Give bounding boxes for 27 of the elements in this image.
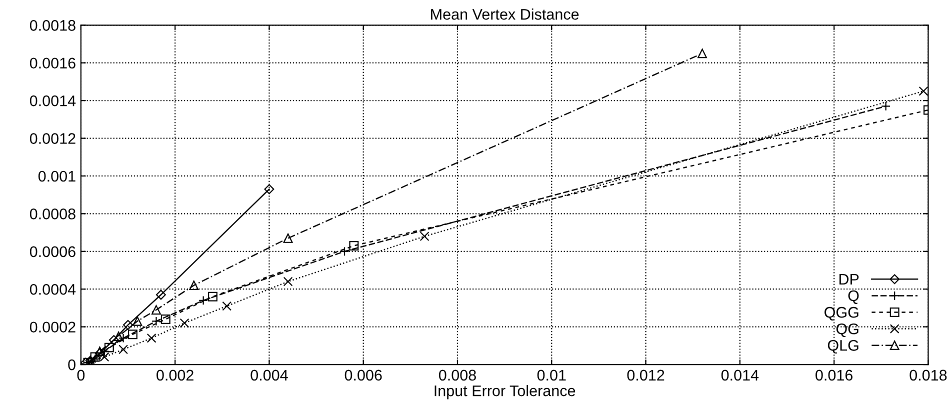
legend-label: QLG — [828, 340, 858, 354]
x-tick-label: 0.016 — [816, 370, 853, 381]
x-tick-label: 0.006 — [344, 370, 382, 381]
x-tick-label: 0 — [77, 370, 85, 381]
chart-title: Mean Vertex Distance — [431, 8, 579, 20]
legend-label: Q — [848, 290, 859, 304]
y-tick-label: 0.0016 — [30, 58, 76, 69]
y-tick-label: 0.0004 — [30, 284, 76, 295]
x-tick-label: 0.004 — [250, 370, 288, 381]
legend-label: QGG — [824, 306, 858, 320]
x-tick-label: 0.014 — [721, 370, 759, 381]
y-tick-label: 0.0012 — [30, 133, 76, 144]
y-tick-label: 0 — [68, 359, 76, 370]
y-tick-label: 0.0008 — [30, 208, 76, 220]
y-tick-label: 0.001 — [38, 170, 76, 182]
x-tick-label: 0.018 — [910, 370, 947, 381]
y-tick-label: 0.0014 — [30, 95, 76, 106]
x-tick-label: 0.01 — [537, 370, 566, 381]
y-tick-label: 0.0018 — [30, 20, 76, 31]
x-tick-label: 0.012 — [627, 370, 664, 381]
x-tick-label: 0.008 — [438, 370, 476, 381]
legend-label: QG — [836, 323, 858, 338]
y-tick-label: 0.0006 — [30, 246, 76, 258]
y-tick-label: 0.0002 — [30, 322, 76, 333]
x-tick-label: 0.002 — [156, 370, 194, 381]
x-axis-title: Input Error Tolerance — [434, 385, 576, 400]
legend-label: DP — [839, 274, 859, 285]
